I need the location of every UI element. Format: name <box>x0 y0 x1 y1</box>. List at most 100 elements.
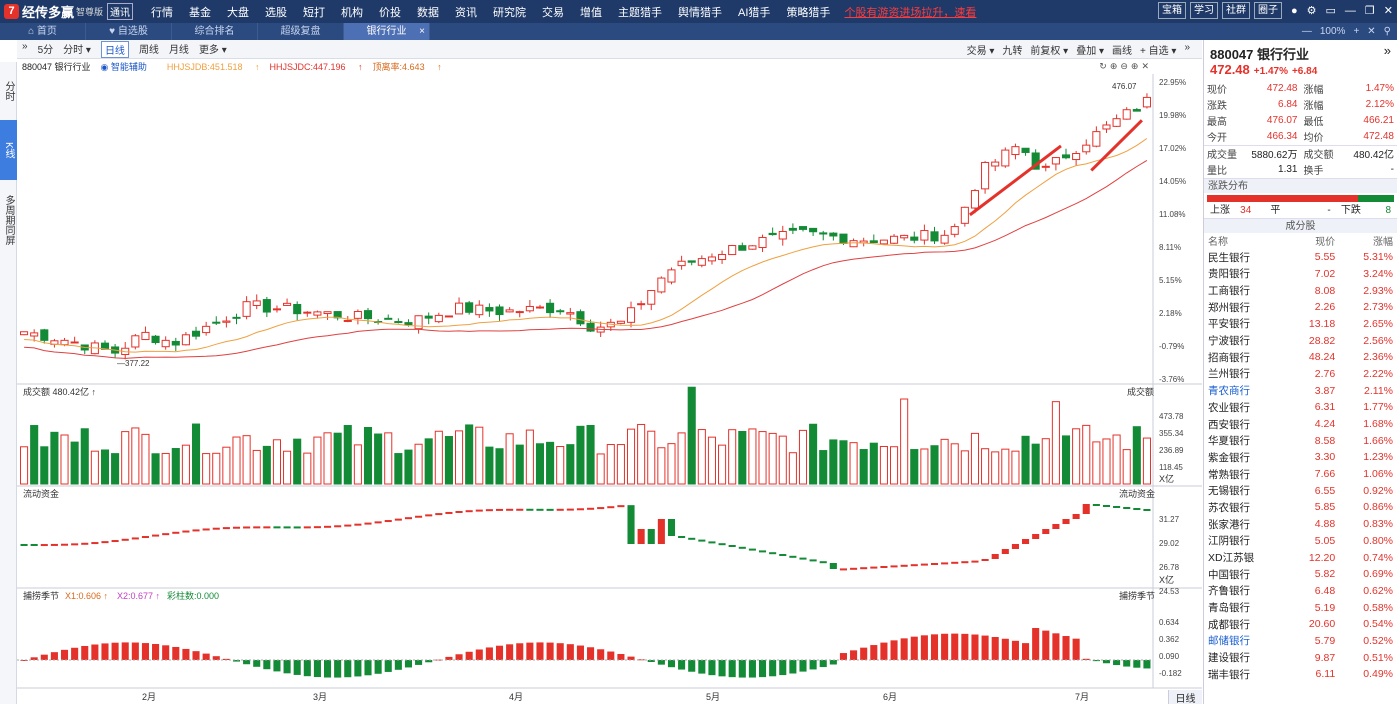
component-row[interactable]: 无锡银行 6.55 0.92% <box>1208 484 1393 498</box>
volume-bar <box>444 436 453 485</box>
candle <box>313 311 322 316</box>
smart-assist-toggle[interactable]: ◉ 智能辅助 <box>100 62 147 72</box>
menu-item-14[interactable]: AI猎手 <box>738 6 771 19</box>
window-icon[interactable]: ▭ <box>1325 5 1336 17</box>
period-btn-6[interactable]: 更多 ▾ <box>198 44 227 56</box>
flow-bar <box>162 533 170 536</box>
tab-4[interactable]: 银行行业 × <box>344 23 430 40</box>
chart-tool-4[interactable]: 画线 <box>1112 45 1133 57</box>
view-switch-0[interactable]: 分时 <box>3 81 14 101</box>
component-row[interactable]: 苏农银行 5.85 0.86% <box>1208 501 1393 514</box>
candle <box>677 260 686 267</box>
component-row[interactable]: 中国银行 5.82 0.69% <box>1208 568 1393 581</box>
menu-item-12[interactable]: 主题猎手 <box>618 6 663 19</box>
chart-tool-3[interactable]: 叠加 ▾ <box>1076 45 1105 57</box>
view-switch-1[interactable]: K线 <box>0 120 17 180</box>
tab-2[interactable]: 综合排名 <box>172 23 258 40</box>
period-btn-3[interactable]: 日线 <box>100 40 129 58</box>
chart-controls-icon[interactable]: ↻⊕⊖⊕✕ <box>1099 61 1152 71</box>
period-btn-0[interactable]: » <box>22 40 28 52</box>
candle <box>394 321 403 324</box>
component-row[interactable]: 工商银行 8.08 2.93% <box>1208 284 1393 298</box>
tab-0[interactable]: ⌂ 首页 <box>0 23 86 40</box>
component-row[interactable]: 齐鲁银行 6.48 0.62% <box>1208 584 1393 598</box>
promo-link[interactable]: 个股有游资进场拉升，速看 <box>844 6 977 19</box>
fit-icon[interactable]: ✕ <box>1367 26 1376 37</box>
period-btn-5[interactable]: 月线 <box>168 44 189 56</box>
top-button-1[interactable]: 学习 <box>1189 2 1218 19</box>
top-button-3[interactable]: 圈子 <box>1253 2 1282 19</box>
component-row[interactable]: 常熟银行 7.66 1.06% <box>1208 468 1393 481</box>
component-row[interactable]: 建设银行 9.87 0.51% <box>1208 651 1393 665</box>
close-window-icon[interactable]: ✕ <box>1383 5 1393 17</box>
component-row[interactable]: 平安银行 13.18 2.65% <box>1208 317 1393 331</box>
user-icon[interactable]: ● <box>1290 4 1298 17</box>
component-row[interactable]: 瑞丰银行 6.11 0.49% <box>1208 668 1393 681</box>
flow-bar <box>415 515 423 518</box>
tongji-badge[interactable]: 通讯 <box>107 3 134 20</box>
component-row[interactable]: XD江苏银 12.20 0.74% <box>1208 551 1393 565</box>
component-row[interactable]: 华夏银行 8.58 1.66% <box>1208 434 1393 448</box>
component-row[interactable]: 郑州银行 2.26 2.73% <box>1208 301 1393 314</box>
component-row[interactable]: 张家港行 4.88 0.83% <box>1208 518 1393 531</box>
zoom-in-icon[interactable]: + <box>1353 26 1360 37</box>
restore-icon[interactable]: ❐ <box>1364 5 1375 17</box>
menu-item-8[interactable]: 资讯 <box>455 6 478 19</box>
period-btn-1[interactable]: 5分 <box>37 44 54 56</box>
component-row[interactable]: 民生银行 5.55 5.31% <box>1208 251 1393 264</box>
chart-tool-2[interactable]: 前复权 ▾ <box>1030 45 1069 57</box>
flow-bar <box>536 508 544 511</box>
flow-bar <box>1042 529 1050 534</box>
view-switch-2[interactable]: 多周期同屏 <box>3 195 14 245</box>
chart-tool-6[interactable]: » <box>1184 41 1190 53</box>
pin-icon[interactable]: ⚲ <box>1383 26 1391 37</box>
volume-right-label: 成交额 <box>1127 386 1154 397</box>
settings-icon[interactable]: ⚙ <box>1306 5 1317 17</box>
panel-collapse-icon[interactable]: » <box>1383 43 1391 58</box>
tab-3[interactable]: 超级复盘 <box>258 23 344 40</box>
component-row[interactable]: 兰州银行 2.76 2.22% <box>1208 367 1393 381</box>
component-row[interactable]: 农业银行 6.31 1.77% <box>1208 401 1393 414</box>
minimize-icon[interactable]: — <box>1344 4 1356 17</box>
chart-tool-1[interactable]: 九转 <box>1002 45 1023 57</box>
menu-item-15[interactable]: 策略猎手 <box>786 6 831 19</box>
component-row[interactable]: 青农商行 3.87 2.11% <box>1208 384 1393 398</box>
menu-item-2[interactable]: 大盘 <box>227 6 250 19</box>
tab-close-icon[interactable]: × <box>419 26 425 37</box>
kline-chart[interactable]: 476.07 —377.22 22.95% 19.98% 17.02% 14.05% 11.… <box>17 74 1202 704</box>
menu-item-5[interactable]: 机构 <box>341 6 364 19</box>
menu-item-10[interactable]: 交易 <box>542 6 565 19</box>
flow-bar <box>698 539 706 542</box>
menu-item-4[interactable]: 短打 <box>303 6 326 19</box>
chart-tool-5[interactable]: + 自选 ▾ <box>1140 45 1177 57</box>
component-row[interactable]: 西安银行 4.24 1.68% <box>1208 418 1393 431</box>
menu-item-9[interactable]: 研究院 <box>493 6 527 19</box>
component-row[interactable]: 江阴银行 5.05 0.80% <box>1208 534 1393 548</box>
menu-item-6[interactable]: 价投 <box>379 6 402 19</box>
period-btn-4[interactable]: 周线 <box>138 44 159 56</box>
tab-1[interactable]: ♥ 自选股 <box>86 23 172 40</box>
flow-bar <box>839 568 848 571</box>
candle <box>1041 165 1050 168</box>
period-btn-2[interactable]: 分时 ▾ <box>63 44 91 56</box>
component-row[interactable]: 招商银行 48.24 2.36% <box>1208 351 1393 364</box>
component-row[interactable]: 成都银行 20.60 0.54% <box>1208 618 1393 631</box>
top-button-0[interactable]: 宝箱 <box>1157 2 1186 19</box>
zoom-out-icon[interactable]: — <box>1301 26 1312 37</box>
volume-bar <box>889 446 899 485</box>
component-row[interactable]: 青岛银行 5.19 0.58% <box>1208 601 1393 615</box>
top-button-2[interactable]: 社群 <box>1221 2 1250 19</box>
component-row[interactable]: 紫金银行 3.30 1.23% <box>1208 451 1393 464</box>
menu-item-3[interactable]: 选股 <box>265 6 288 19</box>
component-row[interactable]: 宁波银行 28.82 2.56% <box>1208 334 1393 348</box>
menu-item-13[interactable]: 舆情猎手 <box>678 6 723 19</box>
menu-item-0[interactable]: 行情 <box>151 6 174 19</box>
menu-item-7[interactable]: 数据 <box>417 6 440 19</box>
component-row[interactable]: 贵阳银行 7.02 3.24% <box>1208 267 1393 281</box>
season-bar <box>263 660 271 670</box>
component-row[interactable]: 邮储银行 5.79 0.52% <box>1208 634 1393 648</box>
menu-item-1[interactable]: 基金 <box>189 6 212 19</box>
menu-item-11[interactable]: 增值 <box>580 6 603 19</box>
chart-tool-0[interactable]: 交易 ▾ <box>966 45 995 57</box>
candle <box>647 290 656 305</box>
